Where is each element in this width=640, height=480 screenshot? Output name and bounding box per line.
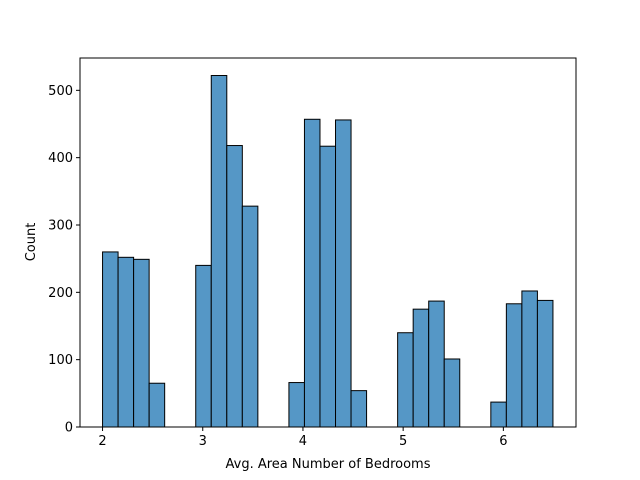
- histogram-bar: [303, 118, 321, 428]
- histogram-bar: [490, 401, 507, 428]
- histogram-bar: [102, 251, 119, 428]
- histogram-bar: [288, 382, 305, 428]
- histogram-bar: [397, 332, 414, 428]
- histogram-bar: [241, 205, 259, 428]
- histogram-bar: [148, 382, 166, 428]
- histogram-bar: [443, 358, 461, 428]
- x-tick-label: 3: [199, 434, 207, 449]
- histogram-bar: [133, 258, 150, 428]
- histogram-bar: [195, 264, 212, 428]
- y-axis-ticks: 0 100 200 300 400 500: [48, 84, 80, 436]
- x-axis-ticks: 2 3 4 5 6: [98, 427, 507, 449]
- y-tick-label: 400: [48, 151, 73, 166]
- y-tick-label: 100: [48, 353, 73, 368]
- histogram-bar: [335, 119, 352, 428]
- histogram-bar: [536, 299, 554, 428]
- histogram-bar: [521, 290, 538, 428]
- histogram-bar: [226, 145, 243, 428]
- y-tick-label: 0: [65, 421, 73, 436]
- x-tick-label: 5: [399, 434, 407, 449]
- y-axis-label: Count: [24, 223, 39, 262]
- histogram-bar: [319, 145, 337, 428]
- histogram-bar: [428, 300, 445, 428]
- x-tick-label: 4: [299, 434, 307, 449]
- x-tick-label: 6: [499, 434, 507, 449]
- plot-frame: [79, 57, 577, 428]
- histogram-bar: [210, 75, 228, 428]
- histogram-bar: [350, 390, 368, 428]
- histogram-bar: [412, 308, 430, 428]
- histogram-bar: [117, 256, 135, 428]
- x-axis-label: Avg. Area Number of Bedrooms: [226, 457, 431, 472]
- x-tick-label: 2: [98, 434, 106, 449]
- y-tick-label: 300: [48, 218, 73, 233]
- y-tick-label: 200: [48, 286, 73, 301]
- histogram-bar: [505, 303, 523, 428]
- y-tick-label: 500: [48, 84, 73, 99]
